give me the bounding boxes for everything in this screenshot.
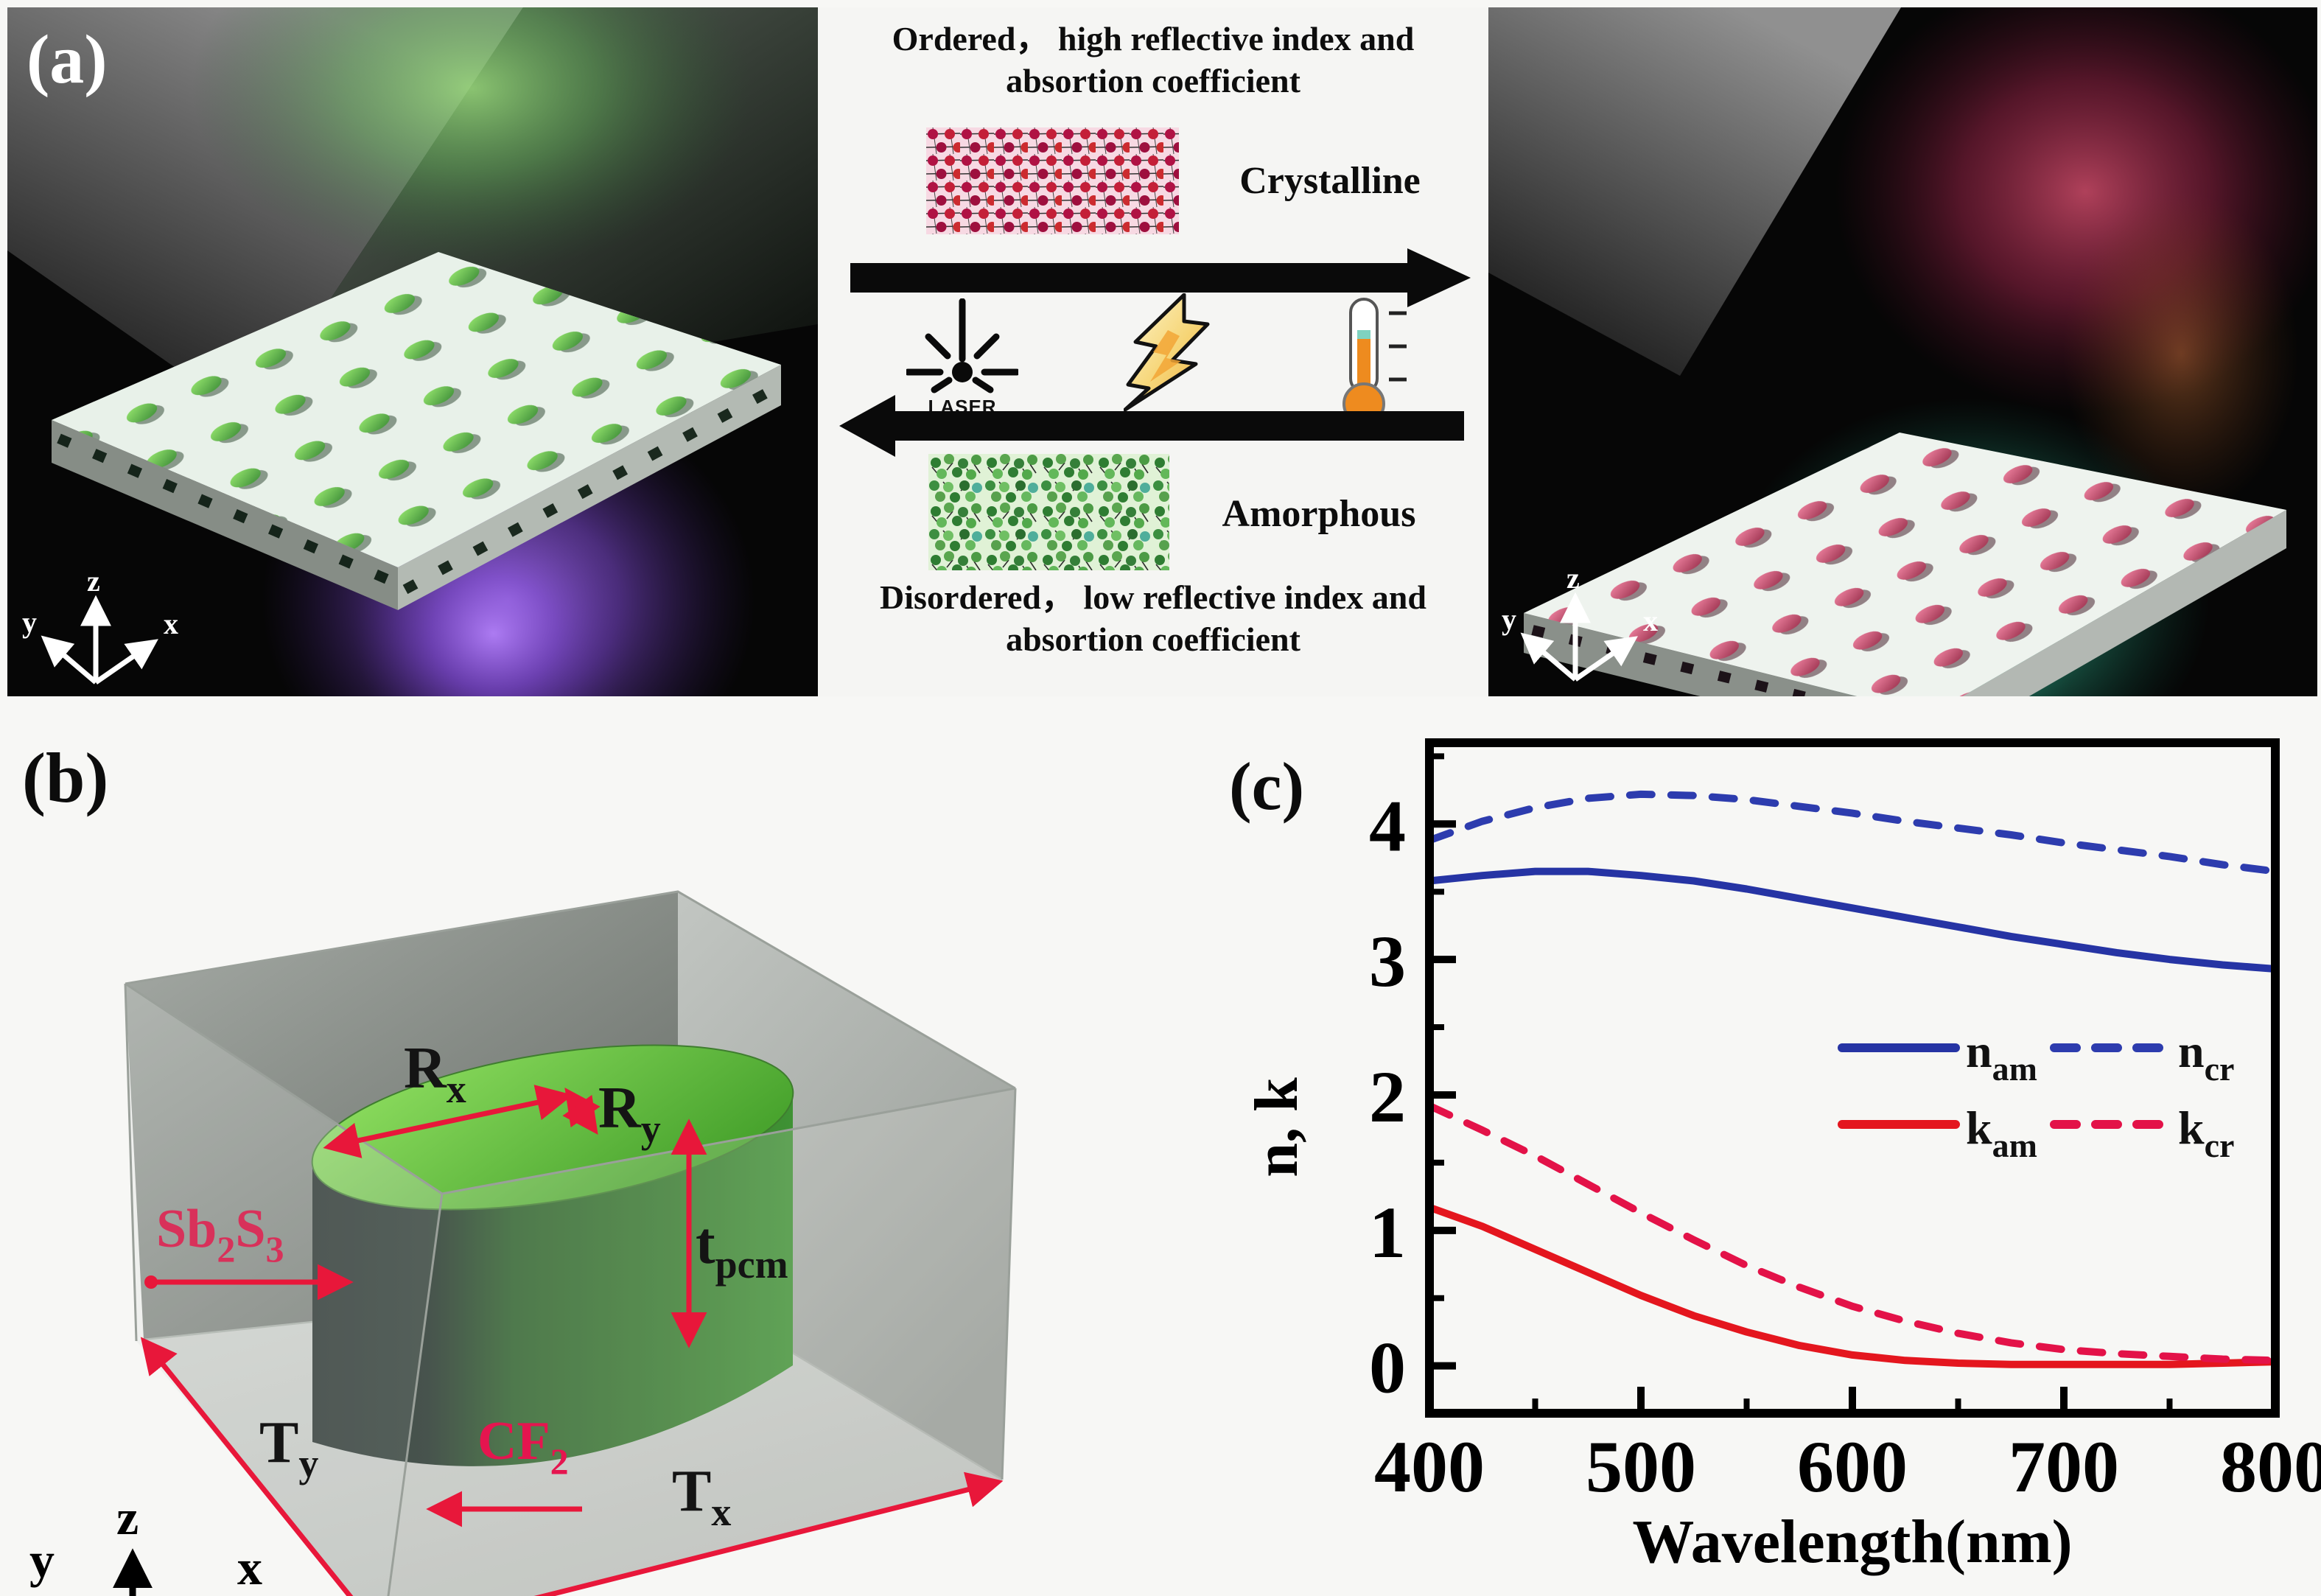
axis-x-label: x — [164, 607, 178, 640]
axis-ticks — [1426, 753, 2279, 1411]
axis-y-label: y — [1502, 603, 1516, 636]
box-edges — [124, 890, 1017, 1596]
axis-x-label: x — [237, 1539, 262, 1595]
axis-z-label: z — [1566, 561, 1580, 595]
panel-a-label: (a) — [27, 21, 108, 98]
coordinate-axes-icon: z y x — [1502, 561, 1658, 682]
curve-k-cr — [1426, 1102, 2279, 1365]
axis-y-label: y — [29, 1532, 55, 1588]
dimension-annotations — [140, 1085, 1004, 1596]
panel-b-label: (b) — [22, 738, 108, 817]
y-axis-title: n, k — [1242, 1077, 1311, 1177]
arrow-left-icon — [839, 395, 1464, 457]
curve-k-am — [1426, 1203, 2279, 1368]
amorphous-caption: Disordered， low reflective index and abs… — [818, 576, 1488, 660]
axis-z-label: z — [87, 564, 100, 598]
amorphous-label: Amorphous — [1222, 493, 1416, 535]
amorphous-metasurface-scene: z y x (a) — [7, 7, 818, 696]
tpcm-label: tpcm — [696, 1211, 788, 1287]
plot-frame — [1425, 738, 2280, 1418]
ry-arrow — [562, 1088, 601, 1135]
tick-label: 800 — [2220, 1426, 2321, 1508]
ty-arrow — [140, 1337, 382, 1596]
nk-dispersion-chart: (c) n, k Wavelength(nm) 400 500 600 700 800 0… — [1229, 738, 2321, 1576]
tick-label: 700 — [2009, 1426, 2119, 1508]
sb2s3-label: Sb2S3 — [156, 1199, 284, 1270]
orange-glow — [2063, 192, 2299, 516]
ty-label: Ty — [259, 1410, 318, 1485]
ry-label: Ry — [598, 1076, 661, 1151]
curve-n-cr — [1426, 790, 2279, 875]
axis-x-label: x — [1643, 604, 1658, 637]
lightning-icon — [1124, 293, 1210, 411]
legend: nam ncr kam kcr — [1838, 1025, 2234, 1164]
wall-gradient — [1488, 7, 1901, 376]
rx-arrow — [323, 1085, 573, 1158]
x-axis-title: Wavelength(nm) — [1632, 1508, 2072, 1576]
tx-label: Tx — [672, 1459, 731, 1534]
legend-label-k-am: kam — [1966, 1102, 2037, 1164]
panel-c-label: (c) — [1229, 749, 1304, 824]
panel-a-right-render: z y x — [1488, 7, 2317, 696]
legend-label-n-am: nam — [1966, 1025, 2037, 1088]
green-glow — [192, 7, 752, 273]
caption-line: Disordered， low reflective index and — [880, 578, 1426, 616]
tick-label: 2 — [1369, 1056, 1406, 1138]
curve-n-am — [1426, 867, 2279, 973]
amorphous-lattice-icon — [928, 454, 1169, 570]
axis-z-label: z — [116, 1489, 139, 1545]
metasurface-slab — [1524, 433, 2286, 696]
axis-y-label: y — [22, 606, 37, 639]
rx-label: Rx — [404, 1036, 466, 1111]
legend-label-n-cr: ncr — [2178, 1025, 2234, 1088]
tick-label: 1 — [1369, 1191, 1406, 1273]
tick-label: 4 — [1369, 785, 1406, 867]
tick-label: 0 — [1369, 1327, 1406, 1409]
tx-arrow — [396, 1471, 1004, 1596]
cf2-label: CF2 — [477, 1411, 569, 1482]
crystalline-label: Crystalline — [1239, 160, 1421, 202]
metasurface-slab — [52, 252, 781, 610]
crystalline-metasurface-scene: z y x — [1488, 7, 2317, 696]
arrow-right-icon — [850, 248, 1471, 307]
tick-label: 500 — [1586, 1426, 1696, 1508]
crystalline-lattice-icon — [926, 127, 1179, 234]
tick-label: 400 — [1374, 1426, 1485, 1508]
tick-label: 600 — [1797, 1426, 1908, 1508]
panel-b-schematic: (b) Rx Ry — [0, 715, 1194, 1596]
coordinate-axes-icon: z y x — [29, 1489, 262, 1596]
unit-cell-drawing: (b) Rx Ry — [22, 738, 1017, 1596]
caption-line: absortion coefficient — [1006, 62, 1300, 99]
axis-tick-labels: 400 500 600 700 800 0 1 2 3 4 — [1369, 785, 2321, 1508]
caption-line: Ordered， high reflective index and — [892, 20, 1415, 57]
legend-label-k-cr: kcr — [2178, 1102, 2234, 1164]
caption-line: absortion coefficient — [1006, 620, 1300, 658]
crystalline-caption: Ordered， high reflective index and absor… — [818, 18, 1488, 102]
panel-c-chart: (c) n, k Wavelength(nm) 400 500 600 700 800 0… — [1194, 715, 2321, 1596]
coordinate-axes-icon: z y x — [22, 564, 178, 685]
phase-transition-diagram: Ordered， high reflective index and absor… — [818, 7, 1488, 696]
panel-a-left-render: z y x (a) — [7, 7, 818, 696]
laser-icon — [906, 298, 1018, 393]
tick-label: 3 — [1369, 920, 1406, 1002]
